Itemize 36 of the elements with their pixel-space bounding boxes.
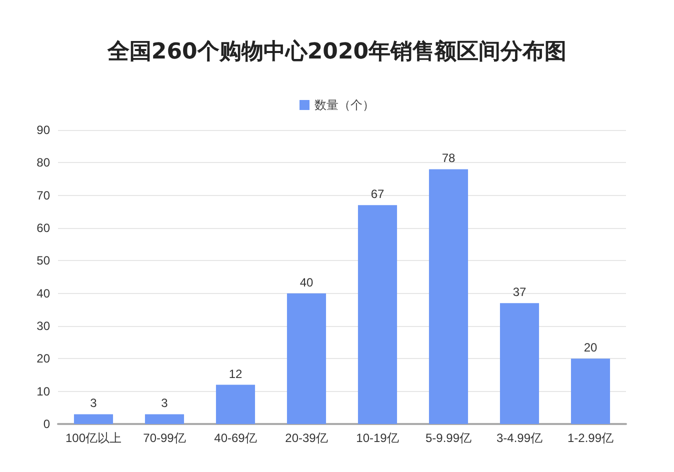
bar: [286, 293, 326, 424]
bar: [144, 414, 184, 424]
y-tick-label: 40: [36, 286, 50, 300]
data-label: 40: [300, 275, 314, 290]
y-tick-label: 30: [36, 319, 50, 333]
data-label: 3: [161, 396, 168, 410]
y-tick-label: 70: [36, 188, 50, 202]
y-tick-label: 50: [36, 254, 50, 268]
x-tick-label: 10-19亿: [356, 431, 399, 445]
x-tick-label: 70-99亿: [143, 431, 186, 445]
x-tick-label: 3-4.99亿: [496, 431, 543, 445]
bar: [570, 358, 610, 424]
chart-title: 全国260个购物中心2020年销售额区间分布图: [106, 38, 567, 64]
data-label: 78: [442, 151, 456, 166]
bar: [358, 205, 398, 424]
y-tick-label: 10: [36, 384, 50, 398]
y-tick-label: 60: [36, 221, 50, 235]
bar: [428, 169, 468, 424]
y-tick-label: 90: [36, 123, 50, 137]
legend-label: 数量（个）: [314, 98, 374, 112]
y-tick-label: 0: [43, 417, 50, 431]
data-label: 12: [228, 366, 242, 381]
bar: [216, 384, 256, 424]
x-tick-label: 20-39亿: [285, 431, 328, 445]
data-label: 37: [512, 285, 526, 300]
data-label: 3: [90, 396, 98, 410]
x-tick-label: 1-2.99亿: [567, 431, 614, 445]
x-tick-label: 100亿以上: [65, 431, 122, 445]
data-label: 20: [584, 340, 598, 355]
data-label: 67: [370, 187, 384, 202]
y-tick-label: 80: [36, 156, 50, 170]
x-tick-label: 40-69亿: [214, 431, 257, 445]
bar: [500, 303, 540, 424]
bar: [74, 414, 114, 424]
y-tick-label: 20: [36, 352, 50, 366]
x-tick-label: 5-9.99亿: [425, 431, 472, 445]
